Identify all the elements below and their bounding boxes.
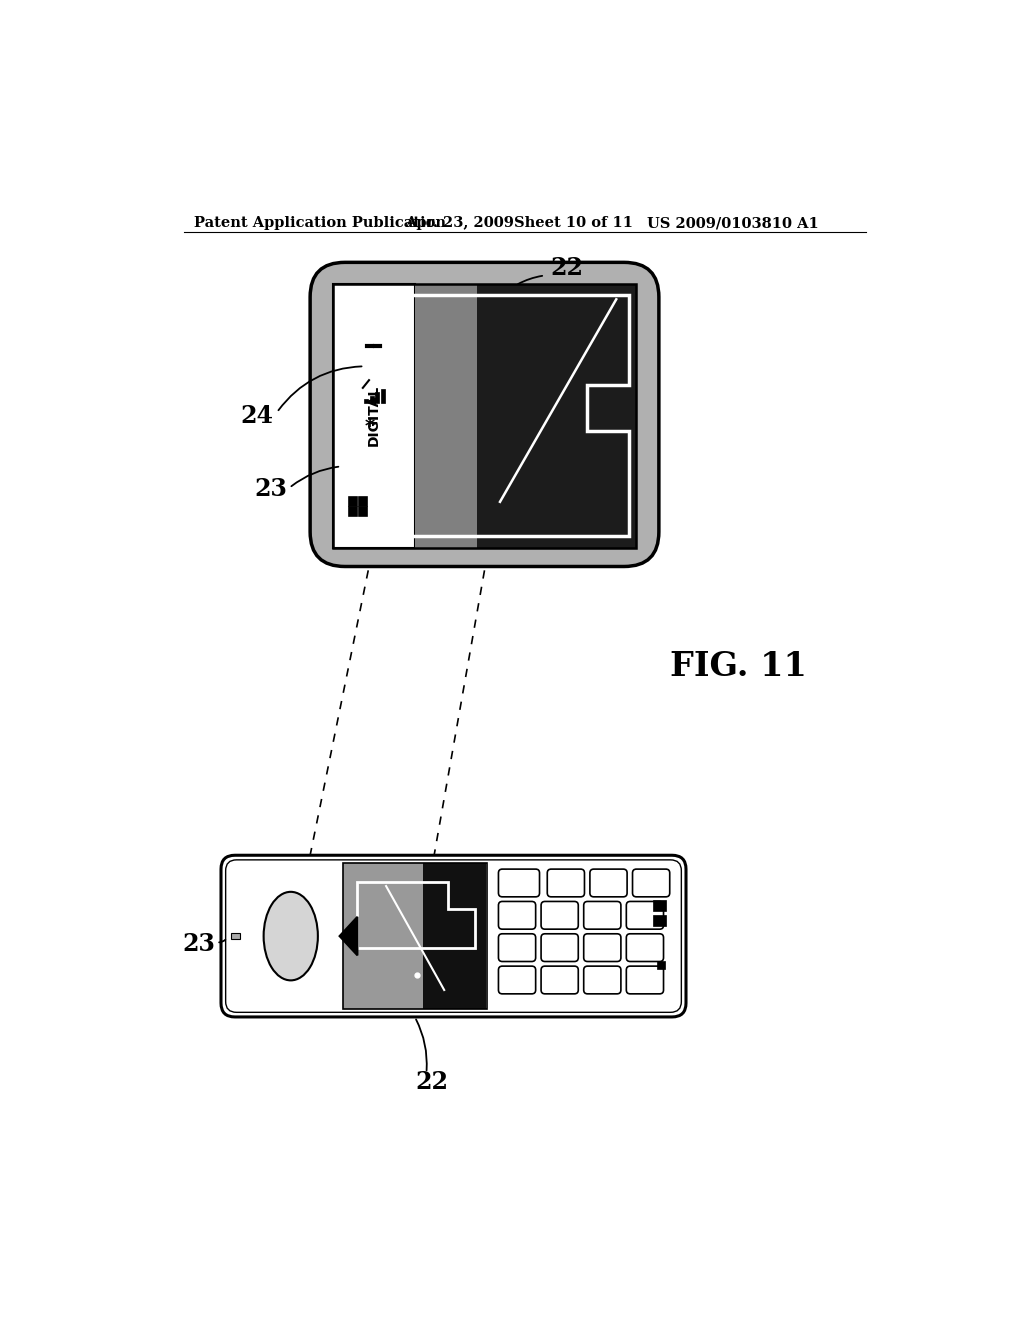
Bar — [343, 863, 486, 1010]
Text: US 2009/0103810 A1: US 2009/0103810 A1 — [647, 216, 819, 230]
Bar — [375, 392, 379, 404]
Bar — [349, 498, 357, 506]
FancyBboxPatch shape — [584, 966, 621, 994]
FancyBboxPatch shape — [627, 933, 664, 961]
Bar — [365, 399, 369, 404]
FancyBboxPatch shape — [541, 902, 579, 929]
FancyBboxPatch shape — [584, 933, 621, 961]
Bar — [653, 900, 666, 911]
Bar — [423, 863, 486, 1010]
Bar — [359, 498, 368, 506]
Bar — [343, 863, 423, 1010]
Bar — [653, 915, 666, 927]
Text: 22: 22 — [550, 256, 584, 280]
Text: *: * — [365, 417, 375, 436]
Text: DIGITAL: DIGITAL — [367, 385, 381, 446]
FancyBboxPatch shape — [627, 902, 664, 929]
FancyBboxPatch shape — [627, 966, 664, 994]
Text: Patent Application Publication: Patent Application Publication — [194, 216, 445, 230]
Bar — [359, 507, 368, 516]
FancyBboxPatch shape — [499, 933, 536, 961]
FancyBboxPatch shape — [310, 263, 658, 566]
FancyBboxPatch shape — [584, 902, 621, 929]
Text: 24: 24 — [241, 404, 273, 429]
FancyBboxPatch shape — [547, 869, 585, 896]
Bar — [334, 284, 415, 548]
Text: FIG. 11: FIG. 11 — [671, 651, 807, 684]
Ellipse shape — [263, 892, 317, 981]
Text: Apr. 23, 2009: Apr. 23, 2009 — [406, 216, 514, 230]
Text: 23: 23 — [254, 478, 287, 502]
FancyBboxPatch shape — [499, 966, 536, 994]
FancyBboxPatch shape — [541, 933, 579, 961]
Bar — [349, 507, 357, 516]
Text: 22: 22 — [416, 1071, 449, 1094]
Polygon shape — [340, 917, 357, 956]
Bar — [656, 961, 665, 969]
FancyBboxPatch shape — [633, 869, 670, 896]
Bar — [381, 389, 385, 404]
FancyBboxPatch shape — [499, 869, 540, 896]
Bar — [370, 396, 374, 404]
Bar — [477, 284, 636, 548]
Bar — [231, 933, 241, 940]
FancyBboxPatch shape — [221, 855, 686, 1016]
Text: 23: 23 — [182, 932, 216, 956]
FancyBboxPatch shape — [499, 902, 536, 929]
Text: Sheet 10 of 11: Sheet 10 of 11 — [514, 216, 633, 230]
Bar — [334, 284, 636, 548]
Bar — [415, 284, 477, 548]
FancyBboxPatch shape — [590, 869, 627, 896]
FancyBboxPatch shape — [541, 966, 579, 994]
